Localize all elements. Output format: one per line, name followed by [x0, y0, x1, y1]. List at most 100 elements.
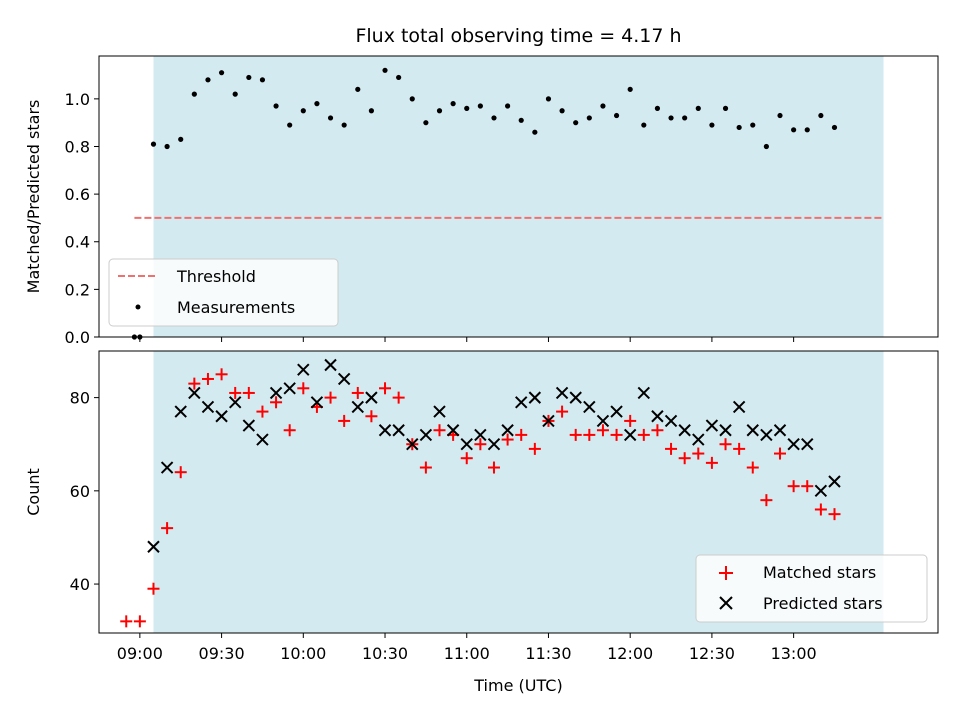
predicted-star-marker [147, 540, 160, 553]
predicted-star-marker [337, 372, 351, 386]
matched-star-marker [774, 447, 787, 460]
legend-threshold-label: Threshold [176, 267, 256, 286]
bottom-legend-box [695, 554, 928, 623]
top-y-tick-label: 0.0 [65, 328, 90, 347]
predicted-star-marker [242, 419, 256, 432]
matched-star-marker [515, 428, 528, 441]
measurement-point [573, 120, 579, 126]
measurement-point [341, 122, 347, 128]
measurement-point [722, 105, 729, 111]
matched-star-marker [338, 414, 351, 427]
predicted-star-marker [651, 410, 664, 423]
top-plot-frame [98, 55, 939, 338]
measurement-point [450, 101, 456, 107]
matched-star-marker [787, 480, 800, 493]
measurement-point [613, 112, 620, 119]
predicted-star-marker [487, 438, 501, 451]
measurement-point [505, 103, 511, 109]
x-tick-label: 09:00 [117, 644, 163, 663]
matched-star-marker [270, 396, 283, 409]
matched-star-marker [610, 428, 623, 441]
matched-star-marker [665, 442, 678, 455]
predicted-star-marker [623, 428, 637, 442]
top-legend-box [108, 258, 339, 327]
measurement-point [654, 105, 661, 111]
measurement-point [436, 108, 443, 114]
measurement-point [641, 122, 647, 128]
bottom-y-tick-label: 40 [70, 575, 90, 594]
top-y-tick-label: 0.6 [65, 185, 90, 204]
chart-title: Flux total observing time = 4.17 h [355, 25, 681, 47]
measurement-point [559, 108, 565, 114]
top-y-tick-label: 0.4 [65, 233, 90, 252]
matched-star-marker [392, 391, 405, 404]
matched-star-marker [746, 461, 759, 474]
predicted-star-marker [814, 484, 828, 498]
matched-star-marker [283, 424, 296, 437]
matched-star-marker [814, 503, 827, 516]
predicted-star-marker [228, 396, 242, 409]
measurement-point [682, 115, 688, 121]
predicted-star-marker [433, 405, 446, 418]
measurement-point [382, 67, 388, 73]
measurement-point [750, 122, 756, 128]
legend-predicted-label: Predicted stars [763, 594, 883, 613]
predicted-star-marker [446, 424, 460, 437]
top-legend: Threshold Measurements [108, 258, 339, 327]
matched-star-marker [188, 377, 201, 390]
matched-star-marker [651, 424, 664, 437]
matched-star-marker [133, 615, 146, 628]
predicted-star-marker [664, 414, 678, 428]
matched-star-marker [487, 461, 500, 474]
x-tick-label: 12:00 [607, 644, 653, 663]
measurement-point [491, 115, 497, 121]
predicted-star-marker [719, 424, 732, 437]
predicted-star-marker [501, 424, 514, 437]
bottom-y-tick-label: 60 [70, 482, 90, 501]
measurement-point [205, 77, 211, 83]
predicted-star-marker [828, 475, 841, 488]
measurement-point [246, 74, 252, 81]
predicted-star-marker [174, 405, 187, 418]
predicted-star-marker [406, 438, 419, 451]
measurement-point [396, 74, 402, 81]
x-axis-label: Time (UTC) [473, 676, 562, 695]
matched-star-marker [147, 582, 160, 595]
legend-measurements-label: Measurements [177, 298, 295, 317]
x-tick-label: 11:00 [444, 644, 490, 663]
matched-star-marker [419, 461, 432, 474]
matched-star-marker [528, 442, 541, 455]
matched-star-marker [379, 382, 392, 395]
predicted-star-marker [283, 382, 296, 395]
top-y-tick-label: 0.2 [65, 280, 90, 299]
matched-star-marker [637, 428, 650, 441]
measurement-point [314, 101, 320, 107]
predicted-star-marker [746, 424, 759, 437]
matched-star-marker [678, 452, 691, 465]
predicted-star-marker [637, 386, 651, 400]
predicted-star-marker [378, 424, 392, 437]
measurement-point [804, 127, 810, 133]
matched-star-marker [460, 452, 473, 465]
measurement-point [259, 77, 266, 83]
predicted-star-marker [256, 433, 269, 446]
top-y-tick-label: 1.0 [65, 90, 90, 109]
matched-star-marker [351, 386, 364, 399]
predicted-star-marker [542, 414, 555, 428]
predicted-star-marker [365, 391, 378, 404]
matched-star-marker [229, 386, 242, 399]
x-tick-label: 09:30 [199, 644, 245, 663]
predicted-star-marker [801, 438, 814, 451]
matched-star-marker [801, 480, 814, 493]
x-tick-label: 12:30 [689, 644, 735, 663]
measurement-point [532, 129, 538, 135]
measurement-point [300, 108, 306, 114]
matched-star-marker [692, 447, 705, 460]
matched-star-marker [733, 442, 746, 455]
bottom-panel: 40 60 80 09:00 09:30 10:00 10:30 11:00 11:30 12:… [24, 350, 939, 695]
measurement-point [791, 127, 797, 133]
top-y-tick-label: 0.8 [65, 137, 90, 156]
measurement-point [409, 96, 415, 102]
measurement-point [668, 115, 674, 121]
predicted-star-marker [760, 428, 773, 442]
